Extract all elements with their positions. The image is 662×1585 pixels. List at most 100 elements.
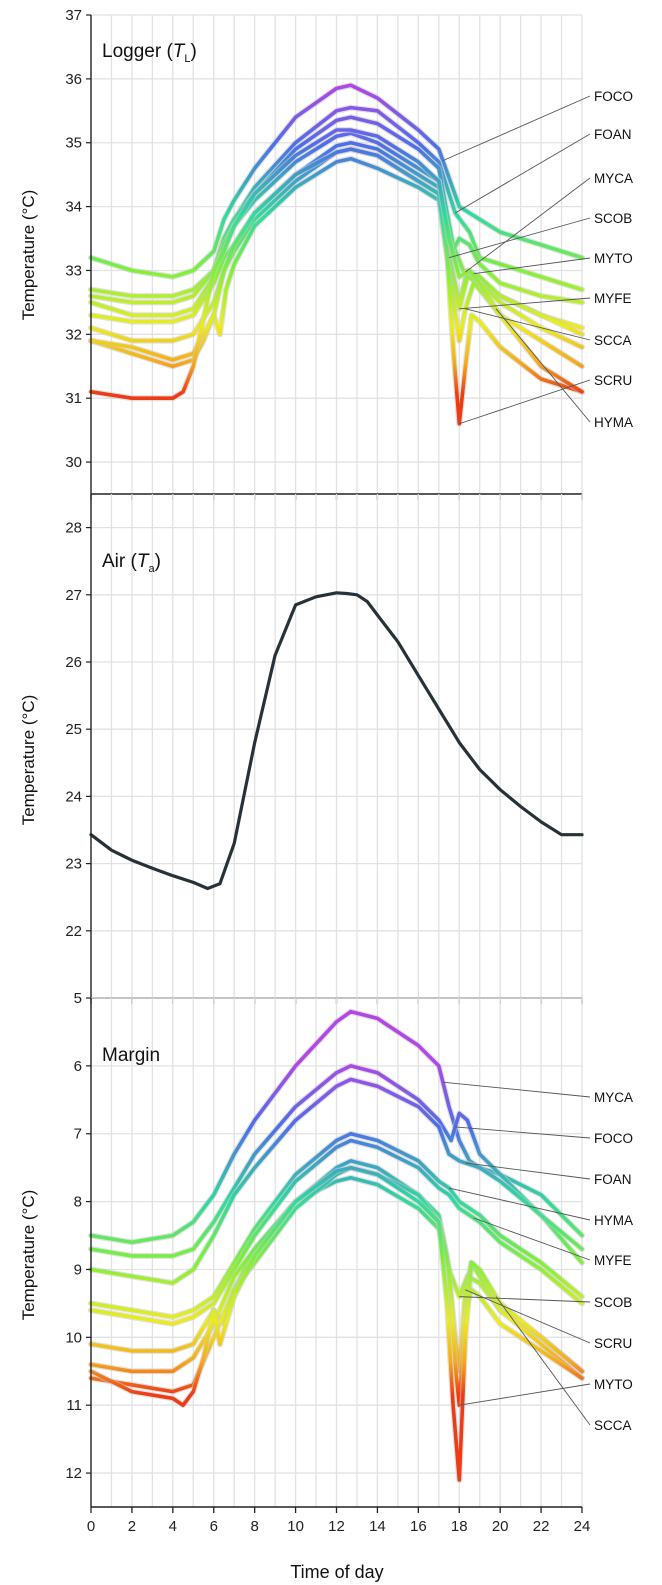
ytick-label-air-5: 27 — [65, 587, 82, 604]
leader-line-margin-scru — [465, 1289, 591, 1344]
xtick-label-3: 6 — [210, 1518, 218, 1535]
series-label-margin-myto: MYTO — [594, 1377, 633, 1392]
xtick-label-2: 4 — [169, 1518, 177, 1535]
ytick-label-air-6: 28 — [65, 520, 82, 537]
ytick-label-logger-2: 32 — [65, 326, 82, 343]
series-label-logger-foan: FOAN — [594, 127, 632, 142]
leader-line-margin-foco — [455, 1126, 591, 1139]
series-group-logger — [88, 82, 585, 427]
series-label-margin-myfe: MYFE — [594, 1253, 632, 1268]
y-axis-label-logger: Temperature (°C) — [19, 190, 38, 321]
ytick-label-air-0: 22 — [65, 923, 82, 940]
ytick-label-air-1: 23 — [65, 856, 82, 873]
ytick-label-logger-5: 35 — [65, 135, 82, 152]
series-group-air — [89, 591, 584, 891]
panel-title-air-main: Air ( — [102, 551, 138, 572]
ytick-label-logger-6: 36 — [65, 71, 82, 88]
series-label-logger-hyma: HYMA — [594, 415, 633, 430]
series-label-logger-foco: FOCO — [594, 89, 633, 104]
series-label-logger-myto: MYTO — [594, 251, 633, 266]
labels-logger: FOCO FOAN MYCA SCOB MYTO MYFE SCCA SCRU HYMA — [442, 89, 633, 430]
yticks-air: 22 23 24 25 26 27 28 — [65, 520, 91, 940]
leader-line-margin-myca — [442, 1081, 591, 1098]
leader-line-margin-myto — [459, 1383, 591, 1406]
series-label-margin-hyma: HYMA — [594, 1213, 633, 1228]
xtick-label-9: 18 — [451, 1518, 468, 1535]
series-label-margin-scca: SCCA — [594, 1418, 632, 1433]
series-label-logger-scca: SCCA — [594, 333, 632, 348]
series-label-margin-scob: SCOB — [594, 1295, 632, 1310]
series-label-logger-scob: SCOB — [594, 211, 632, 226]
series-line-margin-foan — [89, 1077, 584, 1285]
panel-title-logger-sub: L — [184, 53, 190, 65]
series-line-air-air — [89, 591, 584, 891]
leader-line-margin-myfe — [473, 1217, 591, 1261]
ytick-label-air-4: 26 — [65, 654, 82, 671]
ytick-label-margin-0: 5 — [74, 990, 82, 1007]
axes-margin — [90, 998, 583, 1513]
y-axis-label-air: Temperature (°C) — [19, 695, 38, 826]
labels-margin: MYCA FOCO FOAN HYMA MYFE SCOB SCRU MYTO SCCA — [442, 1081, 633, 1433]
leader-line-logger-scob — [448, 217, 591, 259]
xticks-margin: 0 2 4 6 8 10 12 14 16 18 20 22 24 — [87, 1518, 591, 1535]
series-line-logger-foco — [89, 83, 584, 279]
series-label-margin-foco: FOCO — [594, 1131, 633, 1146]
series-label-margin-foan: FOAN — [594, 1172, 632, 1187]
ytick-label-margin-4: 9 — [74, 1261, 82, 1278]
xtick-label-10: 20 — [492, 1518, 509, 1535]
ytick-label-logger-7: 37 — [65, 7, 82, 24]
series-label-logger-myfe: MYFE — [594, 291, 632, 306]
panel-logger: 30 31 32 33 34 35 36 37 FOCO FOAN MYCA SCOB MYTO MYF… — [19, 7, 633, 500]
x-axis-label: Time of day — [290, 1562, 383, 1582]
series-label-logger-scru: SCRU — [594, 373, 632, 388]
xtick-label-0: 0 — [87, 1518, 95, 1535]
series-label-margin-scru: SCRU — [594, 1336, 632, 1351]
xtick-label-11: 22 — [533, 1518, 550, 1535]
series-line-margin-foco — [89, 1064, 584, 1265]
panel-title-logger: Logger (TL) — [102, 41, 197, 65]
panel-title-margin: Margin — [102, 1045, 160, 1066]
series-line-logger-hyma — [89, 128, 584, 400]
series-label-margin-myca: MYCA — [594, 1090, 633, 1105]
leader-line-logger-scca — [465, 308, 591, 341]
leader-line-margin-scob — [459, 1296, 591, 1303]
panel-title-air-sub: a — [148, 563, 155, 575]
panel-title-air-end: ) — [155, 551, 161, 572]
panel-title-logger-sym: T — [173, 41, 186, 62]
ytick-label-margin-5: 10 — [65, 1329, 82, 1346]
xtick-label-8: 16 — [410, 1518, 427, 1535]
xtick-label-4: 8 — [250, 1518, 258, 1535]
yticks-margin: 5 6 7 8 9 10 11 12 — [65, 990, 91, 1482]
leader-line-logger-hyma — [495, 308, 591, 423]
panel-title-air-sym: T — [137, 551, 150, 572]
series-line-margin-scob — [89, 1176, 584, 1374]
series-line-logger-scob — [89, 131, 584, 317]
leader-line-logger-scru — [459, 379, 591, 425]
ytick-label-margin-2: 7 — [74, 1126, 82, 1143]
series-line-logger-scru — [89, 147, 584, 426]
panel-title-logger-end: ) — [191, 41, 197, 62]
yticks-logger: 30 31 32 33 34 35 36 37 — [65, 7, 91, 471]
y-axis-label-margin: Temperature (°C) — [19, 1190, 38, 1321]
ytick-label-logger-1: 31 — [65, 390, 82, 407]
series-label-logger-myca: MYCA — [594, 171, 633, 186]
ytick-label-logger-4: 34 — [65, 199, 82, 216]
series-group-margin — [88, 1008, 585, 1483]
ytick-label-logger-0: 30 — [65, 454, 82, 471]
xtick-label-5: 10 — [287, 1518, 304, 1535]
ytick-label-air-3: 25 — [65, 721, 82, 738]
xtick-label-12: 24 — [574, 1518, 591, 1535]
xtick-label-1: 2 — [128, 1518, 136, 1535]
ytick-label-margin-1: 6 — [74, 1058, 82, 1075]
series-line-logger-foan — [89, 105, 584, 298]
leader-line-logger-foan — [454, 133, 591, 214]
xtick-label-7: 14 — [369, 1518, 386, 1535]
series-line-margin-scca — [89, 1165, 584, 1482]
leader-line-margin-foan — [465, 1162, 591, 1180]
ytick-label-margin-3: 8 — [74, 1194, 82, 1211]
series-line-margin-hyma — [89, 1131, 584, 1319]
ytick-label-margin-6: 11 — [66, 1397, 82, 1414]
panel-title-logger-main: Logger ( — [102, 41, 173, 62]
